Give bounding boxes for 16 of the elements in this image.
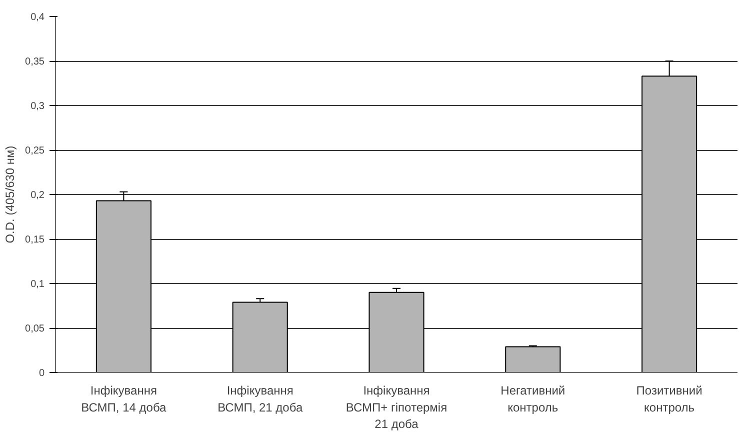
y-tick-label: 0,25 [25,146,45,156]
x-tick-label: Позитивний контроль [636,384,702,414]
y-axis-title: O.D. (405/630 нм) [3,146,18,244]
x-tick-label: Негативний контроль [500,384,566,414]
y-tick-label: 0,3 [30,101,45,112]
y-tick-label: 0,1 [30,279,45,290]
bar [505,346,561,372]
x-tick-label: Інфікування ВСМП, 14 доба [81,384,167,414]
y-tick-label: 0,35 [25,56,45,68]
y-tick-label: 0 [38,368,45,379]
y-tick-label: 0,4 [30,12,45,23]
x-tick-label: Інфікування ВСМП+ гіпотермія 21 доба [346,384,448,432]
y-tick-label: 0,15 [25,234,45,246]
y-tick-label: 0,2 [30,190,45,201]
y-tick-label: 0,05 [25,324,45,334]
x-tick-label: Інфікування ВСМП, 21 доба [218,384,303,414]
